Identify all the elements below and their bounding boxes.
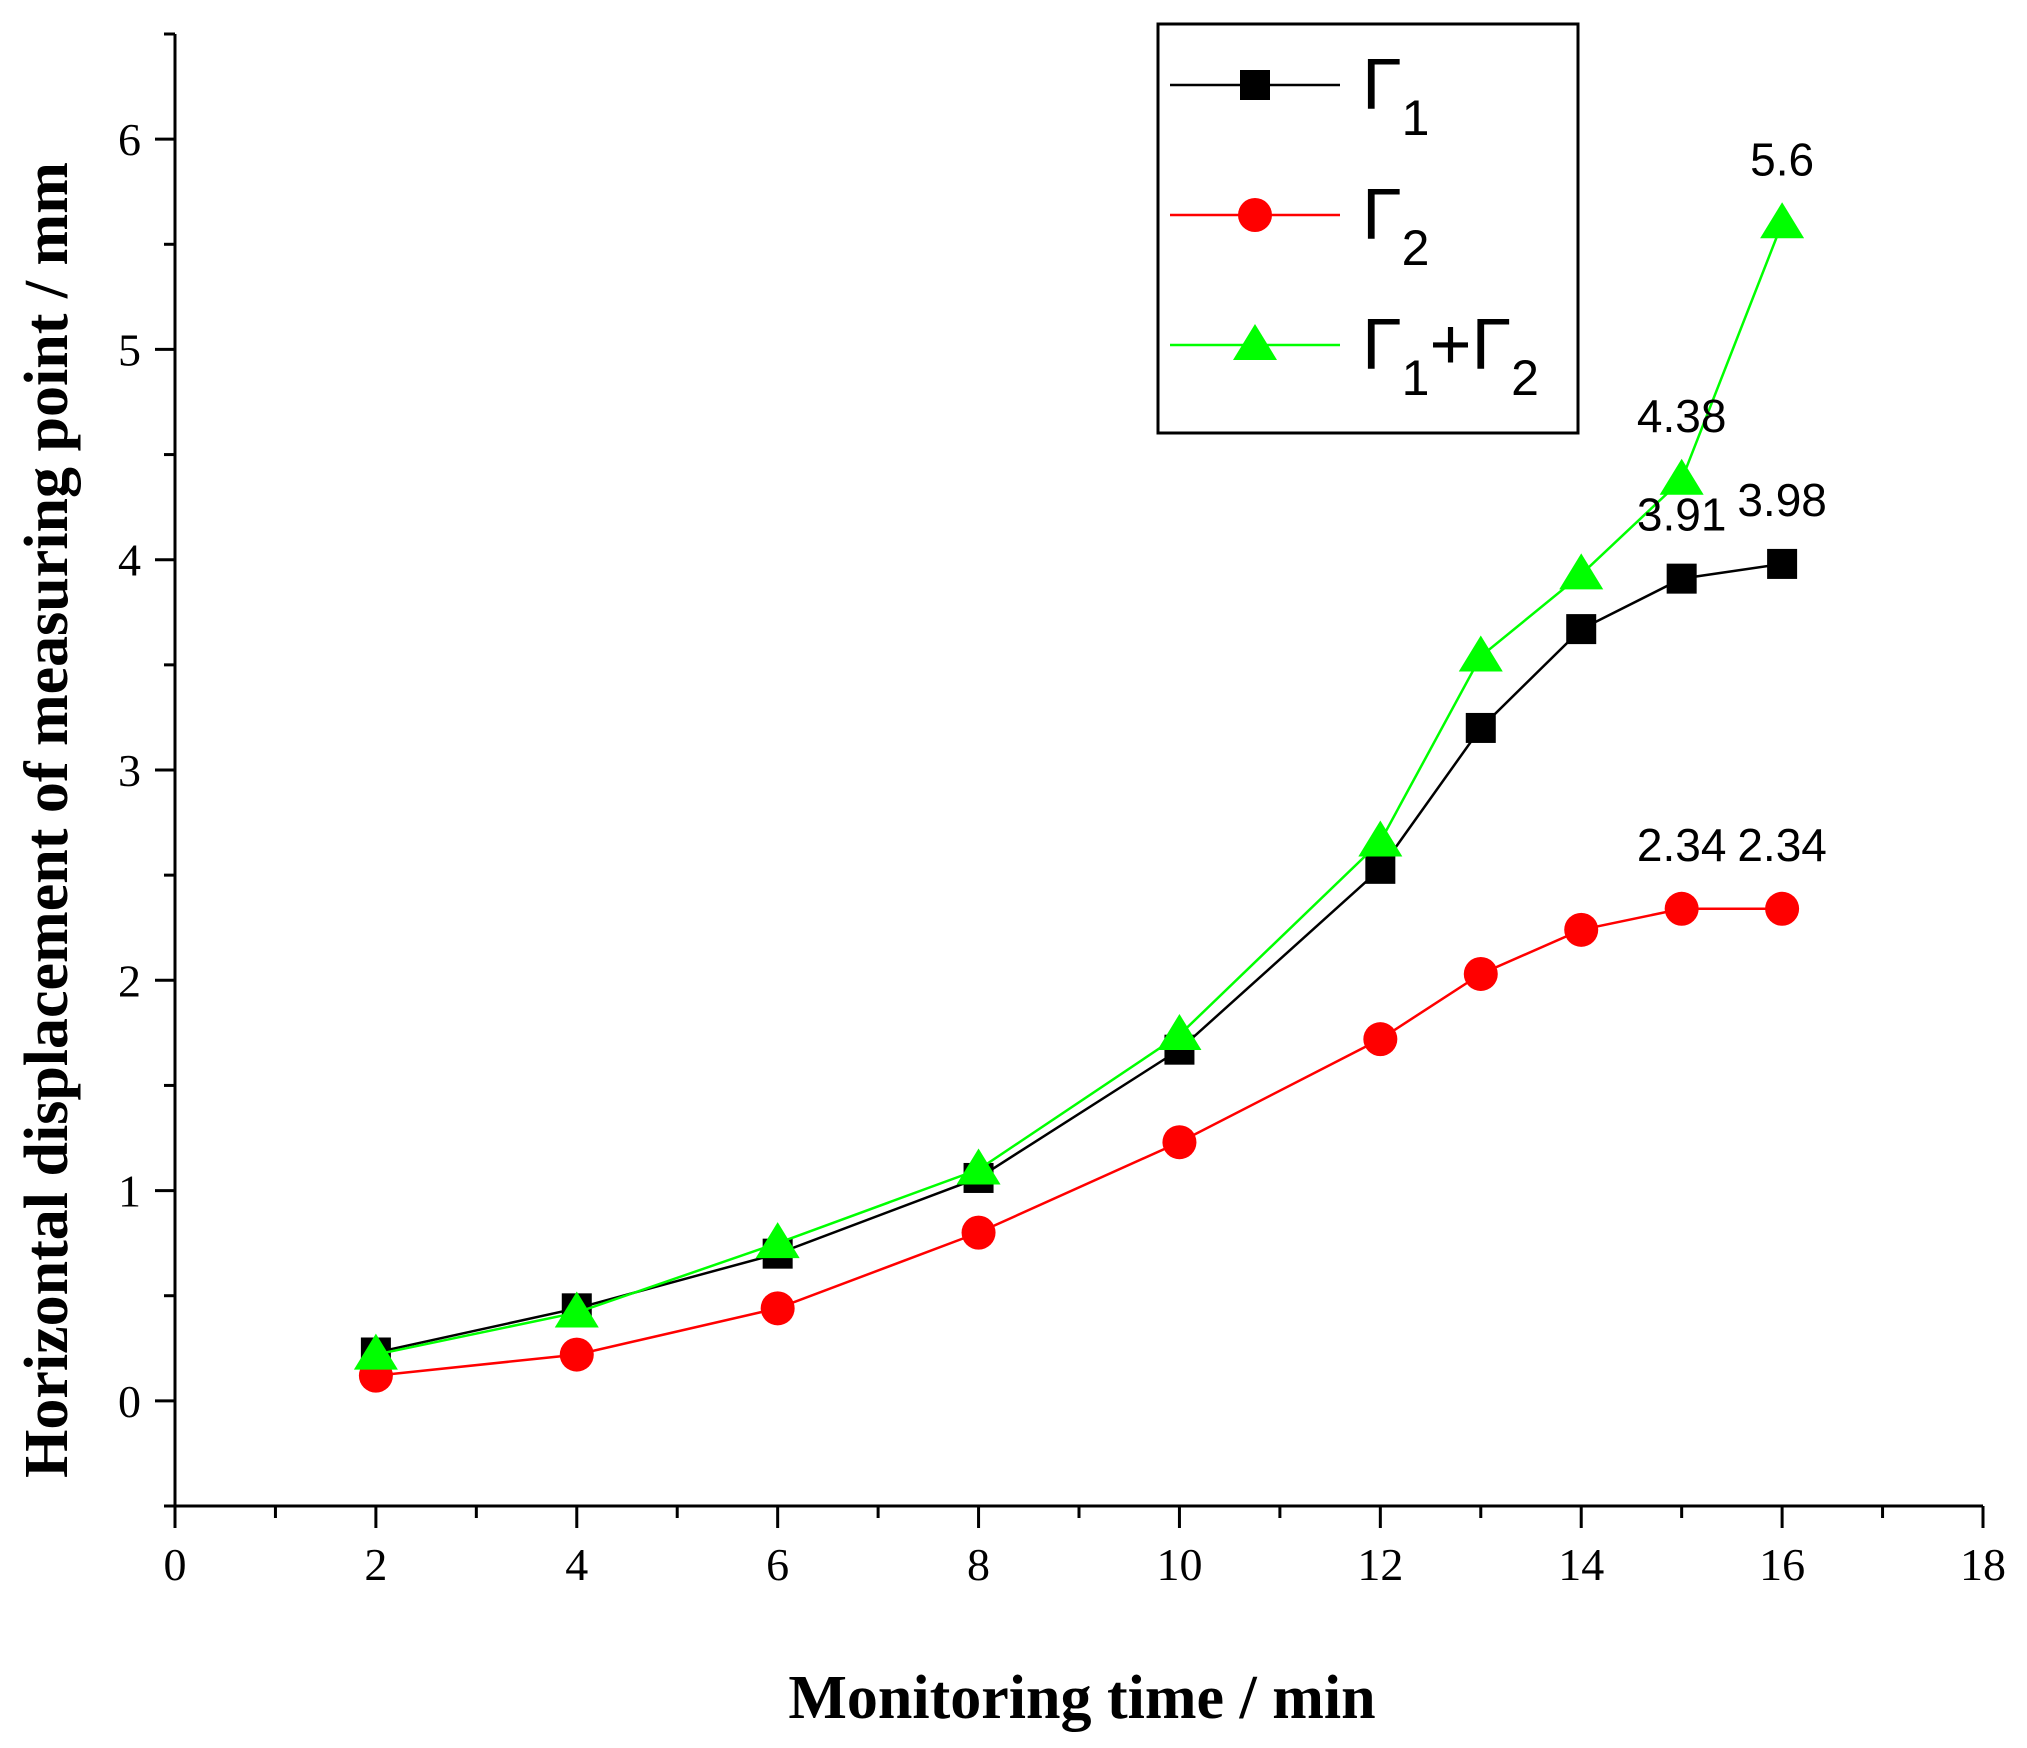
x-tick-label: 4 bbox=[565, 1539, 588, 1590]
y-tick-label: 1 bbox=[118, 1166, 141, 1217]
series-square bbox=[360, 548, 1798, 1368]
data-point bbox=[353, 1333, 398, 1370]
annotation-layer: 5.6 4.38 3.91 3.98 2.34 2.34 bbox=[1637, 133, 1827, 871]
series-triangle bbox=[353, 202, 1805, 1370]
x-tick-label: 2 bbox=[364, 1539, 387, 1590]
x-tick-label: 12 bbox=[1357, 1539, 1403, 1590]
data-point bbox=[956, 1148, 1001, 1185]
legend-label: Γ1+Γ2 bbox=[1362, 305, 1539, 406]
y-tick-label: 5 bbox=[118, 324, 141, 375]
legend: Γ1 Γ2 Γ1+Γ2 bbox=[1156, 22, 1580, 435]
data-point bbox=[1564, 912, 1599, 947]
plot-frame bbox=[173, 34, 1983, 1508]
legend-marker bbox=[1240, 70, 1270, 100]
legend-entry: Γ1+Γ2 bbox=[1170, 305, 1539, 406]
data-point bbox=[1463, 956, 1498, 991]
data-label: 2.34 bbox=[1637, 819, 1727, 871]
data-point bbox=[1365, 853, 1396, 884]
data-point bbox=[1157, 1013, 1202, 1050]
legend-entry: Γ1 bbox=[1170, 45, 1429, 146]
data-point bbox=[1358, 820, 1403, 857]
data-point bbox=[755, 1222, 800, 1259]
data-point bbox=[1659, 458, 1704, 495]
y-tick-label: 6 bbox=[118, 114, 141, 165]
data-label: 2.34 bbox=[1737, 819, 1827, 871]
data-point bbox=[1767, 548, 1798, 579]
legend-entry: Γ2 bbox=[1170, 175, 1429, 276]
data-point bbox=[1559, 553, 1604, 590]
y-tick-label: 4 bbox=[118, 535, 141, 586]
x-tick-label: 16 bbox=[1759, 1539, 1805, 1590]
data-point bbox=[559, 1337, 594, 1372]
x-tick-label: 14 bbox=[1558, 1539, 1604, 1590]
data-point bbox=[1760, 202, 1805, 239]
y-tick-label: 0 bbox=[118, 1376, 141, 1427]
x-tick-label: 10 bbox=[1156, 1539, 1202, 1590]
legend-label: Γ2 bbox=[1362, 175, 1429, 276]
legend-marker bbox=[1238, 198, 1272, 232]
data-label: 5.6 bbox=[1750, 133, 1814, 185]
data-point bbox=[1458, 635, 1503, 672]
data-label: 3.98 bbox=[1737, 474, 1827, 526]
x-tick-label: 6 bbox=[766, 1539, 789, 1590]
data-point bbox=[1465, 712, 1496, 743]
series-line bbox=[375, 222, 1784, 1356]
y-tick-label: 3 bbox=[118, 745, 141, 796]
data-point bbox=[554, 1291, 599, 1328]
x-axis-title: Monitoring time / min bbox=[788, 1664, 1375, 1732]
x-axis-ticks: 0 2 4 6 8 10 12 14 16 18 bbox=[164, 1506, 2006, 1590]
legend-box bbox=[1156, 22, 1580, 435]
data-point bbox=[1765, 891, 1800, 926]
data-label: 4.38 bbox=[1637, 390, 1727, 442]
x-tick-label: 0 bbox=[164, 1539, 187, 1590]
series-line bbox=[375, 562, 1783, 1354]
data-point bbox=[1566, 614, 1597, 645]
data-label: 3.91 bbox=[1637, 489, 1727, 541]
x-tick-label: 18 bbox=[1960, 1539, 2006, 1590]
series-line bbox=[375, 907, 1783, 1377]
legend-label: Γ1 bbox=[1362, 45, 1429, 146]
legend-marker bbox=[1233, 324, 1277, 360]
data-point bbox=[1666, 563, 1697, 594]
y-axis-ticks: 0 1 2 3 4 5 6 bbox=[118, 32, 175, 1508]
series-layer bbox=[353, 202, 1805, 1393]
data-point bbox=[760, 1291, 795, 1326]
x-tick-label: 8 bbox=[967, 1539, 990, 1590]
data-point bbox=[961, 1215, 996, 1250]
data-point bbox=[1664, 891, 1699, 926]
y-tick-label: 2 bbox=[118, 955, 141, 1006]
y-axis-title: Horizontal displacement of measuring poi… bbox=[13, 162, 81, 1478]
data-point bbox=[1363, 1022, 1398, 1057]
data-point bbox=[1162, 1125, 1197, 1160]
